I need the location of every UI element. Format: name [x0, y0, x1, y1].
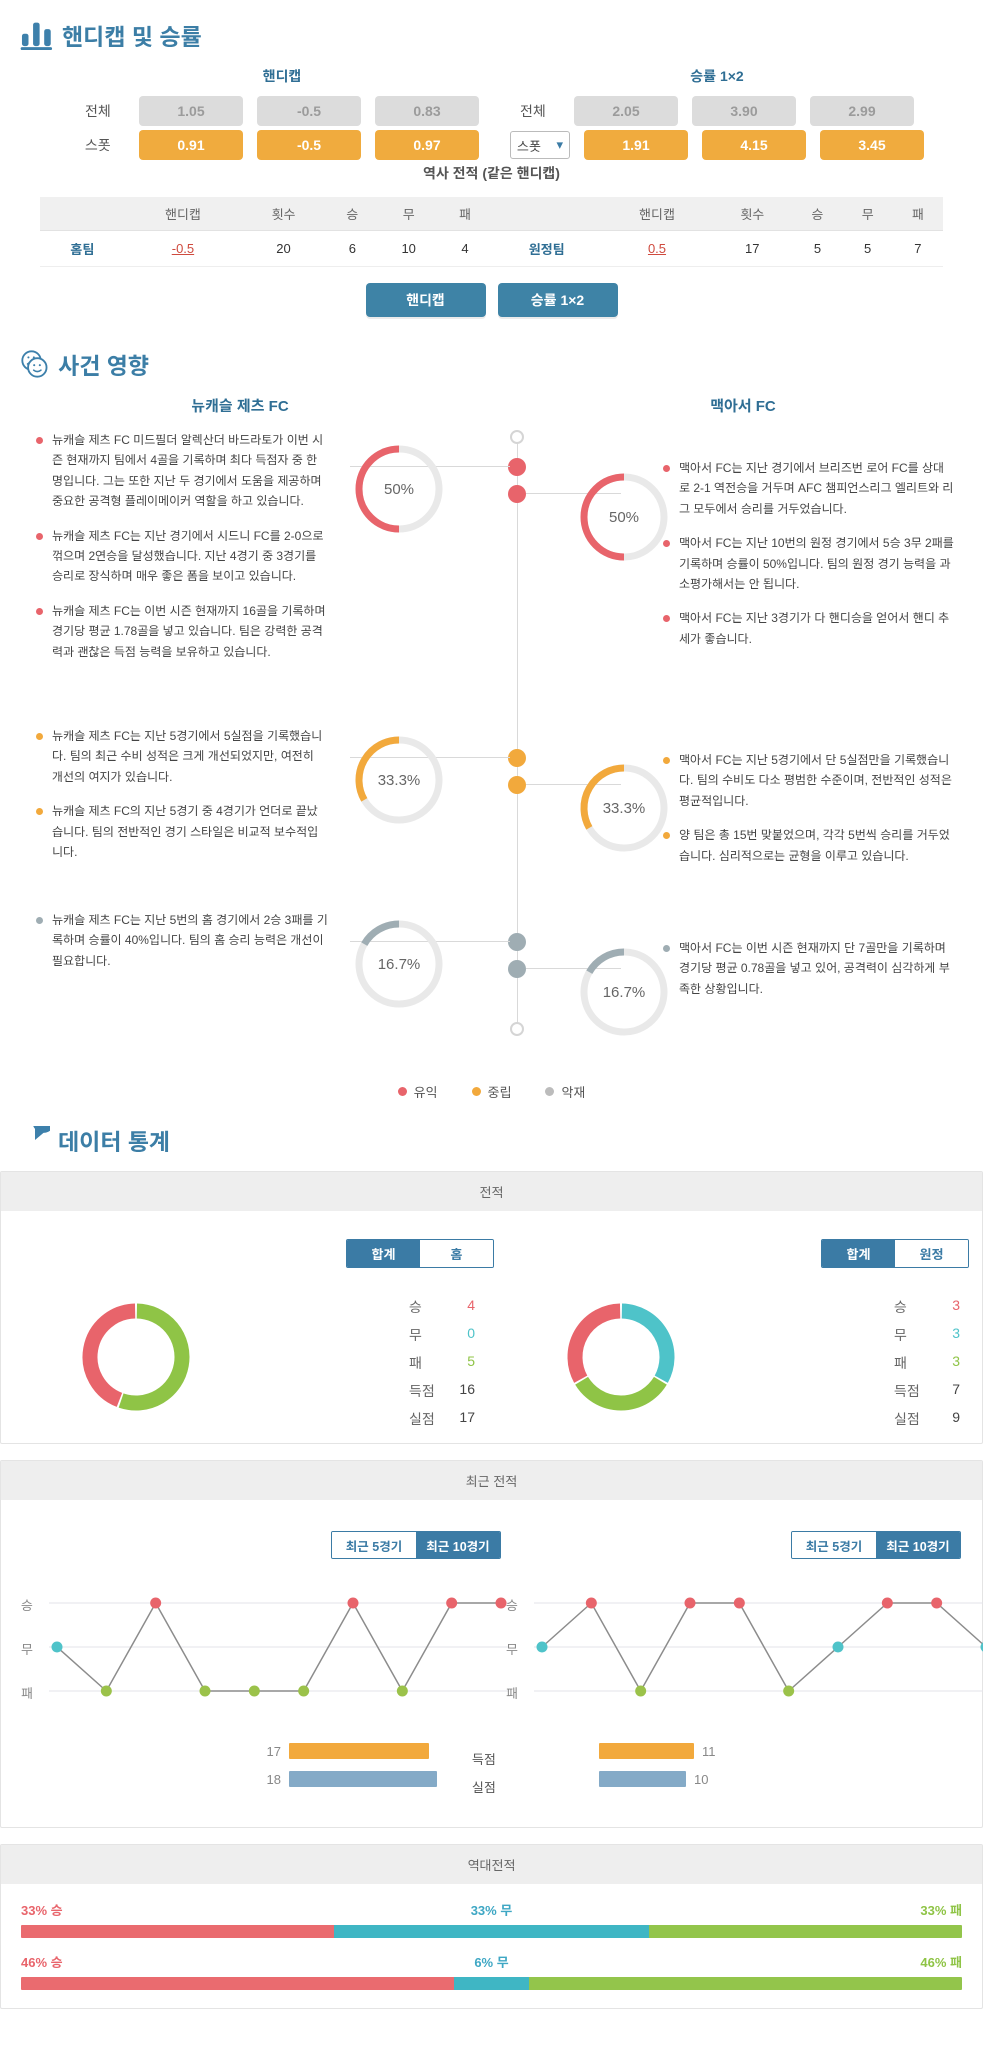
svg-text:33.3%: 33.3%	[603, 800, 646, 817]
svg-text:16.7%: 16.7%	[378, 956, 421, 973]
svg-text:50%: 50%	[609, 509, 639, 526]
svg-text:50%: 50%	[384, 481, 414, 498]
svg-text:33.3%: 33.3%	[378, 772, 421, 789]
svg-text:16.7%: 16.7%	[603, 984, 646, 1001]
